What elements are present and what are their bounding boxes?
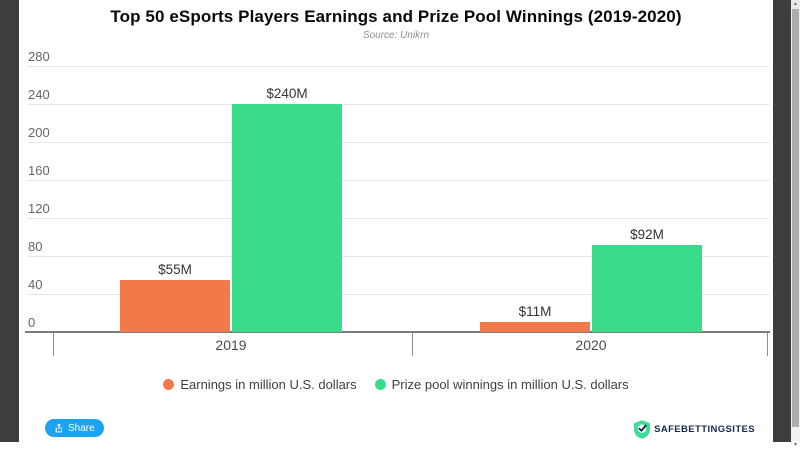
share-icon	[55, 423, 62, 433]
legend-label: Earnings in million U.S. dollars	[180, 377, 357, 392]
gridline	[28, 141, 770, 143]
frame-left	[0, 0, 19, 442]
gridline	[28, 103, 770, 105]
x-axis-category-label: 2019	[215, 337, 247, 353]
legend-label: Prize pool winnings in million U.S. doll…	[391, 377, 629, 392]
gridline	[28, 65, 770, 67]
legend-dot-icon	[374, 379, 386, 390]
bar-value-label: $92M	[630, 226, 664, 242]
y-axis-tick-label: 240	[28, 87, 50, 102]
x-axis-tick	[53, 333, 54, 356]
legend-dot-icon	[163, 379, 175, 390]
bar-value-label: $55M	[158, 261, 192, 277]
chart-title: Top 50 eSports Players Earnings and Priz…	[110, 7, 682, 26]
bar-value-label: $11M	[518, 303, 552, 319]
legend-item[interactable]: Earnings in million U.S. dollars	[163, 377, 357, 392]
y-axis-tick-label: 40	[28, 277, 43, 292]
bar-earnings-2019[interactable]	[120, 279, 230, 332]
scrollbar[interactable]	[791, 0, 800, 450]
frame-right	[773, 0, 791, 442]
share-button-label: Share	[68, 422, 95, 434]
y-axis-tick-label: 120	[28, 201, 50, 216]
y-axis-tick-label: 280	[28, 49, 50, 64]
chart-page: Top 50 eSports Players Earnings and Priz…	[19, 0, 773, 450]
legend-item[interactable]: Prize pool winnings in million U.S. doll…	[374, 377, 629, 392]
gridline	[28, 179, 770, 181]
scrollbar-down-arrow-icon[interactable]	[791, 441, 800, 450]
gridline	[28, 255, 770, 257]
y-axis-tick-label: 160	[28, 163, 50, 178]
scrollbar-thumb[interactable]	[792, 9, 799, 427]
scrollbar-up-arrow-icon[interactable]	[791, 0, 800, 9]
x-axis-category-label: 2020	[575, 337, 607, 353]
gridline	[28, 293, 770, 295]
legend: Earnings in million U.S. dollars Prize po…	[19, 377, 773, 392]
gridline	[28, 217, 770, 219]
bar-prize-pool-2020[interactable]	[592, 244, 702, 332]
chart-plot: 0 40 80 120 160 200 240 280 2019 2020 $55M $11M $240…	[19, 0, 773, 450]
shield-check-icon	[634, 420, 651, 439]
chart-source: Source: Unikrn	[362, 30, 430, 41]
brand-logo[interactable]: SAFEBETTINGSITES	[634, 420, 755, 439]
brand-name: SAFEBETTINGSITES	[654, 424, 755, 435]
x-axis-line	[25, 331, 770, 333]
x-axis-tick	[767, 333, 768, 356]
x-axis-tick	[412, 333, 413, 356]
bar-prize-pool-2019[interactable]	[232, 104, 342, 332]
y-axis-tick-label: 0	[28, 315, 36, 330]
bar-value-label: $240M	[266, 86, 308, 101]
share-button[interactable]: Share	[45, 419, 104, 437]
y-axis-tick-label: 80	[28, 239, 43, 254]
y-axis-tick-label: 200	[28, 125, 50, 140]
bar-earnings-2020[interactable]	[480, 321, 590, 332]
